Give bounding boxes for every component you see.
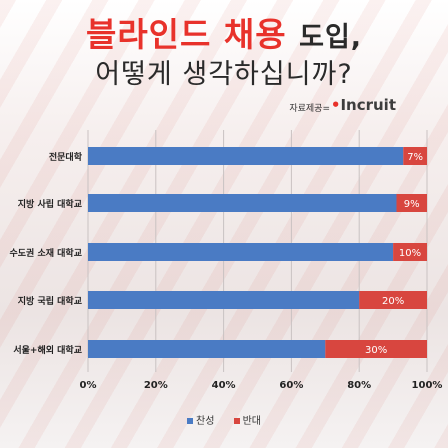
source-label: 자료제공= bbox=[289, 104, 330, 114]
bar-agree bbox=[88, 340, 326, 358]
x-tick-label: 20% bbox=[144, 380, 168, 391]
legend-swatch-disagree bbox=[233, 418, 240, 424]
legend-item-agree: 찬성 bbox=[187, 416, 218, 427]
bar-series: 7% 9% 10% 20% 30% bbox=[88, 147, 427, 358]
data-label: 30% bbox=[365, 345, 387, 356]
data-label: 9% bbox=[404, 199, 420, 210]
bar-agree bbox=[88, 291, 360, 309]
data-label: 10% bbox=[399, 248, 421, 259]
data-label: 7% bbox=[407, 152, 423, 163]
legend-item-disagree: 반대 bbox=[233, 416, 261, 427]
title-rest: 도입, bbox=[299, 22, 363, 53]
bar-disagree bbox=[403, 147, 427, 165]
category-label: 서울+해외 대학교 bbox=[13, 344, 82, 356]
data-label: 20% bbox=[382, 296, 404, 307]
legend-swatch-agree bbox=[187, 418, 193, 424]
bar-agree bbox=[88, 194, 397, 212]
x-tick-label: 80% bbox=[347, 380, 371, 391]
x-tick-label: 0% bbox=[80, 380, 97, 391]
legend: 찬성 반대 bbox=[0, 412, 448, 427]
chart-title: 블라인드 채용 도입, bbox=[0, 8, 448, 56]
bar-disagree bbox=[359, 291, 427, 309]
brand-dot: • bbox=[330, 96, 341, 114]
bar-disagree bbox=[396, 194, 427, 212]
bar-disagree bbox=[393, 243, 427, 261]
category-label: 전문대학 bbox=[49, 151, 83, 163]
legend-label-disagree: 반대 bbox=[242, 416, 261, 427]
bar-agree bbox=[88, 243, 394, 261]
category-label: 지방 국립 대학교 bbox=[18, 295, 82, 307]
title-highlight: 블라인드 채용 bbox=[85, 15, 287, 54]
brand-logo: •Incruit bbox=[331, 96, 396, 114]
brand-name: Incruit bbox=[340, 96, 396, 114]
bar-disagree bbox=[325, 340, 427, 358]
x-tick-label: 40% bbox=[212, 380, 236, 391]
bar-agree bbox=[88, 147, 404, 165]
category-label: 수도권 소재 대학교 bbox=[9, 247, 82, 259]
x-tick-labels: 0% 20% 40% 60% 80% 100% bbox=[80, 380, 443, 391]
legend-label-agree: 찬성 bbox=[196, 416, 215, 427]
x-tick-label: 100% bbox=[412, 380, 443, 391]
chart-subtitle: 어떻게 생각하십니까? bbox=[95, 59, 353, 90]
category-label: 지방 사립 대학교 bbox=[18, 198, 82, 210]
x-tick-label: 60% bbox=[279, 380, 303, 391]
